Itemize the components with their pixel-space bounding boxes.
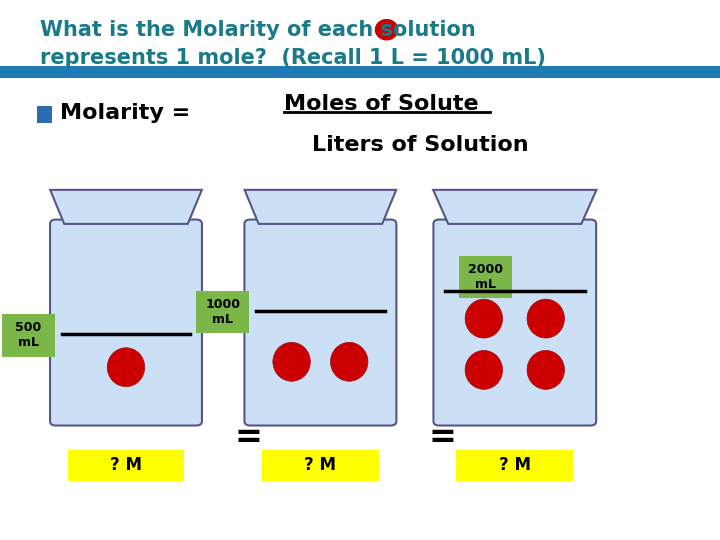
Text: 2000
mL: 2000 mL <box>468 263 503 291</box>
FancyBboxPatch shape <box>50 220 202 426</box>
Text: =: = <box>235 421 262 454</box>
FancyBboxPatch shape <box>433 220 596 426</box>
Ellipse shape <box>273 342 310 381</box>
FancyBboxPatch shape <box>459 256 512 298</box>
Text: 500
mL: 500 mL <box>15 321 42 349</box>
FancyBboxPatch shape <box>1 314 55 356</box>
Polygon shape <box>433 190 596 224</box>
Text: 1000
mL: 1000 mL <box>205 298 240 326</box>
Ellipse shape <box>527 350 564 389</box>
FancyBboxPatch shape <box>196 291 250 333</box>
Text: What is the Molarity of each solution: What is the Molarity of each solution <box>40 19 475 40</box>
Ellipse shape <box>375 19 399 40</box>
Text: Moles of Solute: Moles of Solute <box>284 93 479 114</box>
Text: Molarity =: Molarity = <box>60 103 205 124</box>
Polygon shape <box>50 190 202 224</box>
Text: ? M: ? M <box>499 456 531 475</box>
FancyBboxPatch shape <box>68 450 184 481</box>
Ellipse shape <box>465 299 503 338</box>
Ellipse shape <box>527 299 564 338</box>
FancyBboxPatch shape <box>245 220 396 426</box>
Text: ? M: ? M <box>110 456 142 475</box>
Text: ? M: ? M <box>305 456 336 475</box>
FancyBboxPatch shape <box>37 106 52 123</box>
Ellipse shape <box>465 350 503 389</box>
FancyBboxPatch shape <box>0 66 720 78</box>
Polygon shape <box>245 190 396 224</box>
Text: =: = <box>429 421 456 454</box>
Ellipse shape <box>107 348 145 387</box>
FancyBboxPatch shape <box>456 450 573 481</box>
Text: Liters of Solution: Liters of Solution <box>312 134 528 155</box>
Ellipse shape <box>330 342 368 381</box>
FancyBboxPatch shape <box>262 450 379 481</box>
Text: represents 1 mole?  (Recall 1 L = 1000 mL): represents 1 mole? (Recall 1 L = 1000 mL… <box>40 48 546 68</box>
